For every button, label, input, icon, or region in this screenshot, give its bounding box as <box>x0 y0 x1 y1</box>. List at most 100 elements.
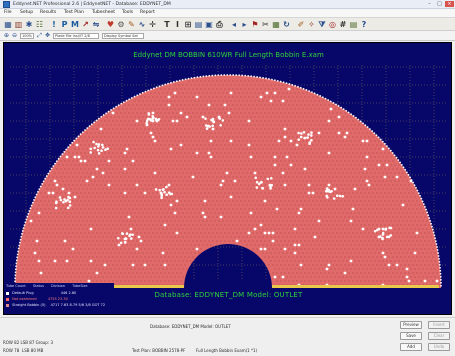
tube[interactable] <box>296 280 298 282</box>
tube[interactable] <box>344 160 346 162</box>
tube[interactable] <box>78 268 80 270</box>
tube[interactable] <box>370 220 372 222</box>
tube[interactable] <box>232 128 234 130</box>
tube[interactable] <box>176 248 178 250</box>
tube[interactable] <box>104 168 106 170</box>
tube[interactable] <box>206 188 208 190</box>
tube[interactable] <box>142 220 144 222</box>
tube[interactable] <box>268 248 270 250</box>
tube[interactable] <box>428 232 430 234</box>
tube[interactable] <box>246 140 248 142</box>
tube[interactable] <box>310 228 312 230</box>
tube[interactable] <box>186 244 188 246</box>
tube[interactable] <box>292 144 294 146</box>
tube[interactable] <box>320 152 322 154</box>
tube[interactable] <box>138 100 140 102</box>
tube[interactable] <box>298 220 300 222</box>
tube[interactable] <box>292 152 294 154</box>
tube[interactable] <box>104 256 106 258</box>
tube[interactable] <box>382 196 384 198</box>
tube[interactable] <box>170 196 172 198</box>
tube[interactable] <box>312 152 314 154</box>
tube[interactable] <box>424 232 426 234</box>
tube[interactable] <box>114 204 116 206</box>
tube[interactable] <box>128 152 130 154</box>
tube[interactable] <box>370 172 372 174</box>
tube[interactable] <box>214 156 216 158</box>
tube[interactable] <box>164 280 166 282</box>
tube[interactable] <box>272 248 274 250</box>
tube[interactable] <box>276 176 278 178</box>
plugged-tube[interactable] <box>283 127 287 131</box>
tube[interactable] <box>284 272 286 274</box>
tube[interactable] <box>400 176 402 178</box>
tube[interactable] <box>302 204 304 206</box>
tube[interactable] <box>322 180 324 182</box>
tube[interactable] <box>224 224 226 226</box>
tube[interactable] <box>198 108 200 110</box>
plugged-tube[interactable] <box>65 259 69 263</box>
tube[interactable] <box>188 184 190 186</box>
tube[interactable] <box>52 208 54 210</box>
tube[interactable] <box>348 216 350 218</box>
plugged-tube[interactable] <box>413 251 417 255</box>
tube[interactable] <box>382 220 384 222</box>
tube[interactable] <box>122 252 124 254</box>
tube[interactable] <box>318 100 320 102</box>
tube[interactable] <box>92 232 94 234</box>
tube[interactable] <box>336 208 338 210</box>
tube[interactable] <box>236 216 238 218</box>
tube[interactable] <box>116 136 118 138</box>
tube[interactable] <box>28 224 30 226</box>
tube[interactable] <box>128 248 130 250</box>
tube[interactable] <box>162 212 164 214</box>
tube[interactable] <box>252 216 254 218</box>
tube[interactable] <box>312 120 314 122</box>
tube[interactable] <box>114 244 116 246</box>
tube[interactable] <box>218 196 220 198</box>
tube[interactable] <box>224 88 226 90</box>
plugged-tube[interactable] <box>151 135 155 139</box>
tube[interactable] <box>240 136 242 138</box>
plugged-tube[interactable] <box>123 191 127 195</box>
tube[interactable] <box>346 124 348 126</box>
tube[interactable] <box>150 180 152 182</box>
tube[interactable] <box>228 224 230 226</box>
tube[interactable] <box>310 268 312 270</box>
P-icon[interactable]: P <box>61 20 68 29</box>
tube[interactable] <box>240 144 242 146</box>
tube[interactable] <box>420 264 422 266</box>
tube[interactable] <box>160 184 162 186</box>
tube[interactable] <box>246 228 248 230</box>
tube[interactable] <box>196 184 198 186</box>
tube[interactable] <box>104 128 106 130</box>
tube[interactable] <box>66 188 68 190</box>
tube[interactable] <box>84 232 86 234</box>
tube[interactable] <box>280 160 282 162</box>
tube[interactable] <box>42 244 44 246</box>
tube[interactable] <box>66 164 68 166</box>
tube[interactable] <box>206 92 208 94</box>
tube[interactable] <box>184 248 186 250</box>
tube[interactable] <box>194 164 196 166</box>
tube[interactable] <box>304 144 306 146</box>
tube[interactable] <box>208 200 210 202</box>
tube[interactable] <box>240 200 242 202</box>
tube[interactable] <box>276 88 278 90</box>
tube[interactable] <box>102 156 104 158</box>
tube[interactable] <box>344 256 346 258</box>
tube[interactable] <box>320 120 322 122</box>
tube[interactable] <box>86 132 88 134</box>
tube[interactable] <box>58 268 60 270</box>
tube[interactable] <box>36 264 38 266</box>
tube[interactable] <box>344 184 346 186</box>
tube[interactable] <box>54 220 56 222</box>
plugged-tube[interactable] <box>37 211 41 215</box>
tube[interactable] <box>268 256 270 258</box>
tube[interactable] <box>310 124 312 126</box>
tube[interactable] <box>352 128 354 130</box>
tube[interactable] <box>390 188 392 190</box>
tube[interactable] <box>94 172 96 174</box>
tube[interactable] <box>354 276 356 278</box>
tube[interactable] <box>182 84 184 86</box>
